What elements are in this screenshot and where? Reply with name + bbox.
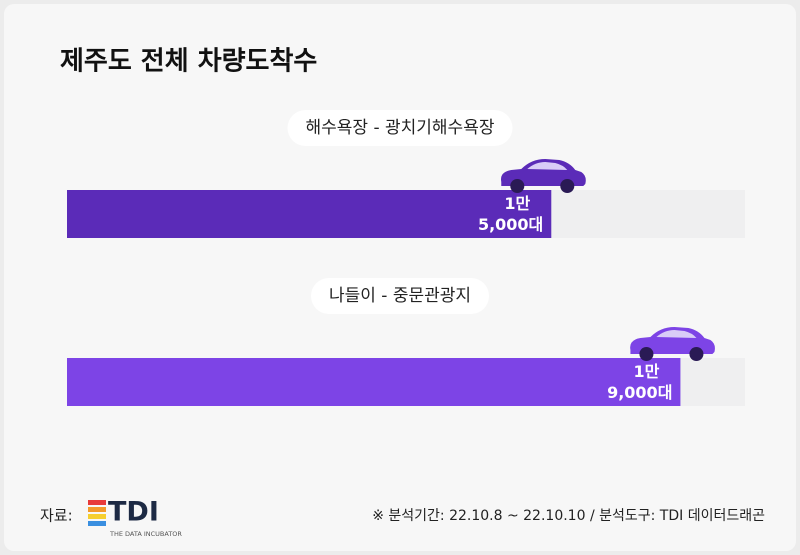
category-label: 나들이 - 중문관광지 bbox=[329, 286, 471, 306]
car-icon bbox=[501, 159, 586, 193]
car-body bbox=[630, 327, 715, 354]
car-wheel bbox=[510, 179, 525, 193]
logo-subtitle: THE DATA INCUBATOR bbox=[109, 530, 182, 538]
car-wheel bbox=[689, 347, 704, 361]
category-label: 해수욕장 - 광치기해수욕장 bbox=[306, 118, 495, 138]
category-pill bbox=[287, 110, 513, 146]
note: ※ 분석기간: 22.10.8 ~ 22.10.10 / 분석도구: TDI 데… bbox=[372, 508, 765, 524]
car-wheel bbox=[560, 179, 575, 193]
logo-mark bbox=[88, 500, 106, 526]
value-label: 1만 9,000대 bbox=[607, 362, 672, 402]
category-pill bbox=[310, 278, 490, 314]
car-window bbox=[656, 330, 697, 338]
car-icon bbox=[630, 327, 715, 361]
source-label: 자료: bbox=[40, 507, 73, 525]
chart-title: 제주도 전체 차량도착수 bbox=[60, 47, 317, 77]
bar bbox=[67, 358, 681, 406]
car-wheel bbox=[639, 347, 654, 361]
value-label: 1만 5,000대 bbox=[478, 194, 543, 234]
car-window bbox=[527, 162, 568, 170]
car-body bbox=[501, 159, 586, 186]
logo-text: TDI bbox=[108, 497, 159, 528]
bar bbox=[67, 190, 552, 238]
card bbox=[4, 4, 796, 551]
